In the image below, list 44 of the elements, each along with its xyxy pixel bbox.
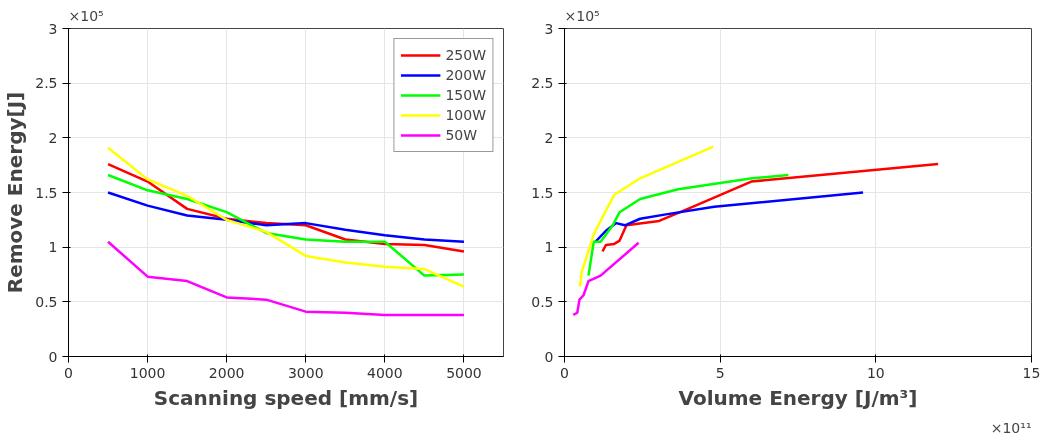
- x-tick-label: 5: [715, 364, 725, 381]
- x-tick-label: 5000: [446, 364, 482, 381]
- line-series: [106, 173, 466, 277]
- x-tick-label: 3000: [287, 364, 324, 381]
- line-series: [594, 191, 865, 243]
- y-axis-title: Remove Energy[J]: [3, 91, 28, 294]
- text: ×10¹¹: [990, 419, 1032, 436]
- x-tick-label: 10: [866, 364, 885, 381]
- text: ×10⁵: [68, 7, 104, 24]
- text: ×10⁵: [564, 7, 600, 24]
- line-series: [578, 145, 715, 288]
- x-tick-label: 1000: [129, 364, 166, 381]
- y-tick-label: 2.5: [35, 75, 58, 92]
- x-axis-title: Volume Energy [J/m³]: [678, 385, 918, 410]
- y-tick-label: 0.5: [531, 293, 554, 310]
- line-series: [106, 146, 466, 288]
- y-tick-label: 2: [544, 129, 554, 146]
- line-series: [106, 191, 466, 243]
- y-tick-label: 2.5: [531, 75, 554, 92]
- y-tick-label: 1.5: [531, 184, 554, 201]
- y-tick-label: 0: [544, 348, 554, 365]
- x-tick-label: 2000: [208, 364, 245, 381]
- legend-label: 250W: [445, 47, 486, 63]
- y-tick-label: 1: [544, 239, 554, 256]
- x-tick-label: 4000: [367, 364, 403, 381]
- x-tick-label: 0: [560, 364, 569, 381]
- line-series: [106, 240, 466, 317]
- x-tick-label: 0: [64, 364, 73, 381]
- y-tick-label: 2: [48, 129, 58, 146]
- legend-label: 150W: [445, 87, 486, 103]
- y-tick-label: 3: [48, 20, 58, 37]
- y-tick-label: 1: [48, 239, 58, 256]
- y-tick-label: 0: [48, 348, 58, 365]
- legend-label: 50W: [445, 127, 478, 143]
- x-axis-title: Scanning speed [mm/s]: [153, 385, 419, 410]
- y-tick-label: 1.5: [35, 184, 58, 201]
- y-tick-label: 3: [544, 20, 554, 37]
- legend-label: 200W: [445, 67, 486, 83]
- line-series: [571, 241, 640, 317]
- y-tick-label: 0.5: [35, 293, 58, 310]
- line-series: [601, 162, 940, 253]
- legend-label: 100W: [445, 107, 486, 123]
- line-series: [587, 173, 790, 277]
- x-tick-label: 15: [1022, 364, 1041, 381]
